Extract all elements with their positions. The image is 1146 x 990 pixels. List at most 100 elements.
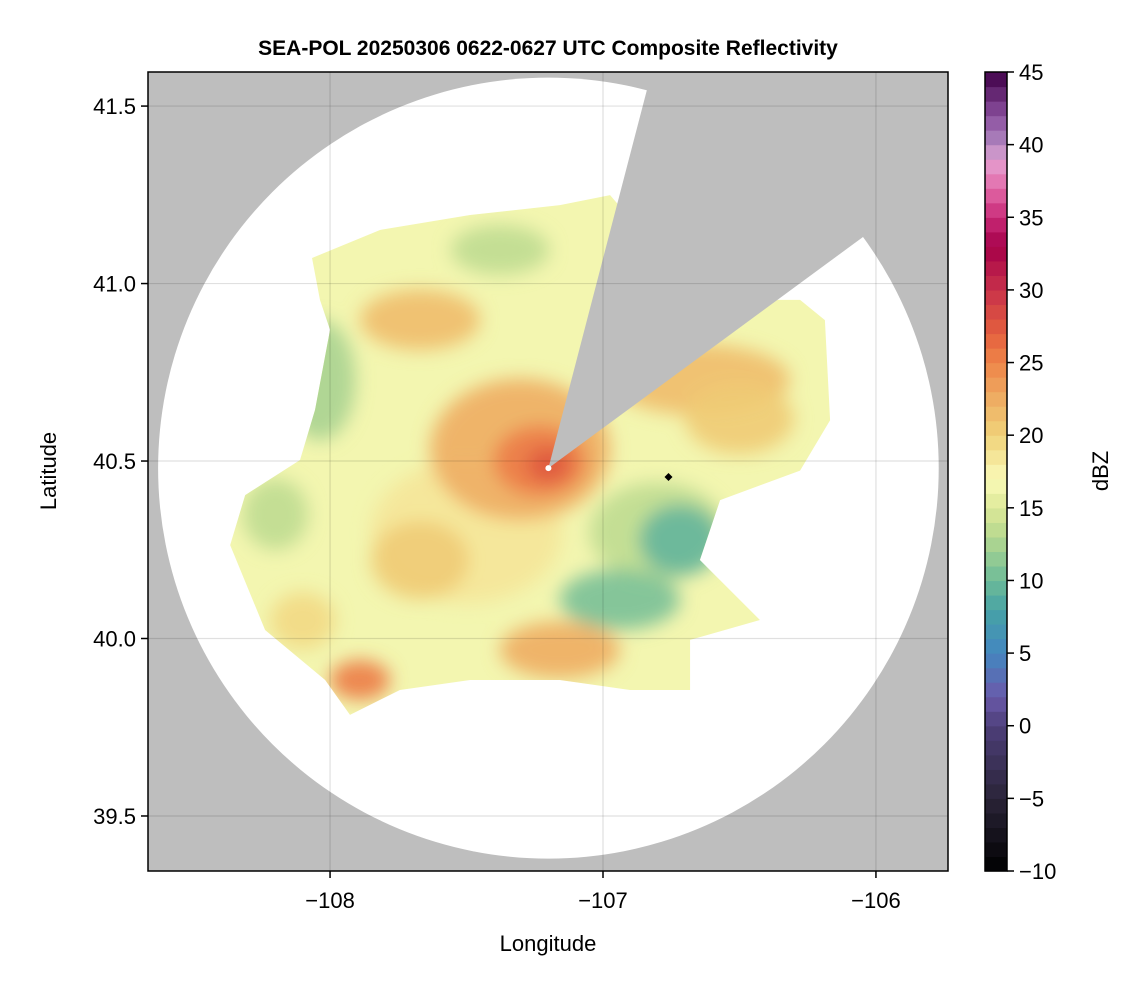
- y-tick-label: 41.5: [93, 94, 136, 119]
- colorbar-segment: [985, 260, 1007, 276]
- y-tick-label: 40.0: [93, 627, 136, 652]
- colorbar-segment: [985, 130, 1007, 146]
- echo-cell: [684, 382, 795, 454]
- colorbar-segment: [985, 667, 1007, 683]
- colorbar-segment: [985, 624, 1007, 640]
- colorbar-segment: [985, 101, 1007, 117]
- colorbar-segment: [985, 217, 1007, 233]
- colorbar-segment: [985, 275, 1007, 291]
- colorbar-segment: [985, 754, 1007, 770]
- colorbar-segment: [985, 202, 1007, 218]
- echo-cell: [559, 569, 680, 630]
- colorbar: [985, 72, 1007, 872]
- echo-cell: [499, 621, 620, 679]
- y-axis-label: Latitude: [36, 432, 61, 510]
- colorbar-segment: [985, 362, 1007, 378]
- colorbar-label: dBZ: [1088, 451, 1113, 491]
- colorbar-segment: [985, 638, 1007, 654]
- colorbar-segment: [985, 289, 1007, 306]
- colorbar-segment: [985, 507, 1007, 523]
- colorbar-tick-label: 30: [1019, 278, 1043, 303]
- colorbar-tick-label: 20: [1019, 423, 1043, 448]
- y-tick-label: 39.5: [93, 804, 136, 829]
- colorbar-segment: [985, 783, 1007, 799]
- colorbar-frame: [984, 71, 1008, 872]
- colorbar-segment: [985, 594, 1007, 611]
- colorbar-segment: [985, 435, 1007, 451]
- radar-site-marker: [545, 465, 552, 472]
- colorbar-segment: [985, 841, 1007, 858]
- y-tick-label: 41.0: [93, 272, 136, 297]
- colorbar-tick-label: −10: [1019, 859, 1056, 884]
- colorbar-segment: [985, 551, 1007, 567]
- colorbar-segment: [985, 565, 1007, 582]
- colorbar-segment: [985, 115, 1007, 131]
- colorbar-segment: [985, 856, 1007, 872]
- colorbar-segment: [985, 231, 1007, 247]
- echo-cell: [450, 224, 550, 275]
- echo-cell: [330, 660, 391, 700]
- y-axis-ticks: 39.5 40.0 40.5 41.0 41.5: [93, 94, 148, 829]
- colorbar-segment: [985, 812, 1007, 829]
- colorbar-segment: [985, 188, 1007, 204]
- x-tick-label: −106: [851, 888, 901, 913]
- colorbar-segment: [985, 798, 1007, 814]
- colorbar-segment: [985, 522, 1007, 538]
- colorbar-segment: [985, 536, 1007, 552]
- colorbar-segment: [985, 348, 1007, 364]
- colorbar-segment: [985, 827, 1007, 843]
- colorbar-tick-label: 25: [1019, 351, 1043, 376]
- colorbar-segment: [985, 86, 1007, 102]
- colorbar-tick-label: 35: [1019, 205, 1043, 230]
- colorbar-segment: [985, 740, 1007, 756]
- echo-cell: [370, 521, 470, 600]
- colorbar-segment: [985, 725, 1007, 741]
- echo-cell: [639, 504, 721, 576]
- colorbar-segment: [985, 493, 1007, 509]
- colorbar-segment: [985, 318, 1007, 335]
- colorbar-segment: [985, 711, 1007, 727]
- y-tick-label: 40.5: [93, 449, 136, 474]
- colorbar-segment: [985, 333, 1007, 349]
- echo-cells: [242, 224, 795, 700]
- blocked-sector: [548, 72, 948, 469]
- colorbar-segment: [985, 173, 1007, 189]
- colorbar-tick-label: 0: [1019, 714, 1031, 739]
- colorbar-segment: [985, 464, 1007, 480]
- colorbar-segment: [985, 449, 1007, 465]
- x-tick-label: −108: [305, 888, 355, 913]
- colorbar-segment: [985, 391, 1007, 407]
- colorbar-tick-label: 5: [1019, 641, 1031, 666]
- x-tick-label: −107: [578, 888, 628, 913]
- x-axis-ticks: −108 −107 −106: [305, 871, 901, 913]
- colorbar-ticks: −10 −5 0 5 10 15 20 25 30 35 40 45: [1007, 60, 1056, 884]
- colorbar-segment: [985, 478, 1007, 494]
- colorbar-tick-label: 40: [1019, 133, 1043, 158]
- colorbar-segment: [985, 580, 1007, 596]
- colorbar-segment: [985, 420, 1007, 436]
- grid-lines: [148, 72, 948, 871]
- colorbar-segment: [985, 144, 1007, 160]
- colorbar-tick-label: 15: [1019, 496, 1043, 521]
- colorbar-segment: [985, 246, 1007, 262]
- echo-cell: [360, 289, 481, 350]
- x-axis-label: Longitude: [500, 931, 597, 956]
- colorbar-segment: [985, 377, 1007, 393]
- diamond-marker: [664, 473, 673, 482]
- chart-title: SEA-POL 20250306 0622-0627 UTC Composite…: [258, 37, 838, 60]
- colorbar-segment: [985, 682, 1007, 698]
- colorbar-segment: [985, 72, 1007, 88]
- colorbar-tick-label: 10: [1019, 568, 1043, 593]
- colorbar-segment: [985, 653, 1007, 669]
- colorbar-segment: [985, 159, 1007, 175]
- colorbar-segment: [985, 769, 1007, 785]
- echo-cell: [270, 592, 336, 650]
- colorbar-segment: [985, 406, 1007, 422]
- colorbar-segment: [985, 609, 1007, 625]
- colorbar-tick-label: 45: [1019, 60, 1043, 85]
- colorbar-tick-label: −5: [1019, 786, 1044, 811]
- colorbar-segment: [985, 304, 1007, 320]
- echo-cell: [242, 478, 309, 550]
- plot-frame: [147, 71, 949, 872]
